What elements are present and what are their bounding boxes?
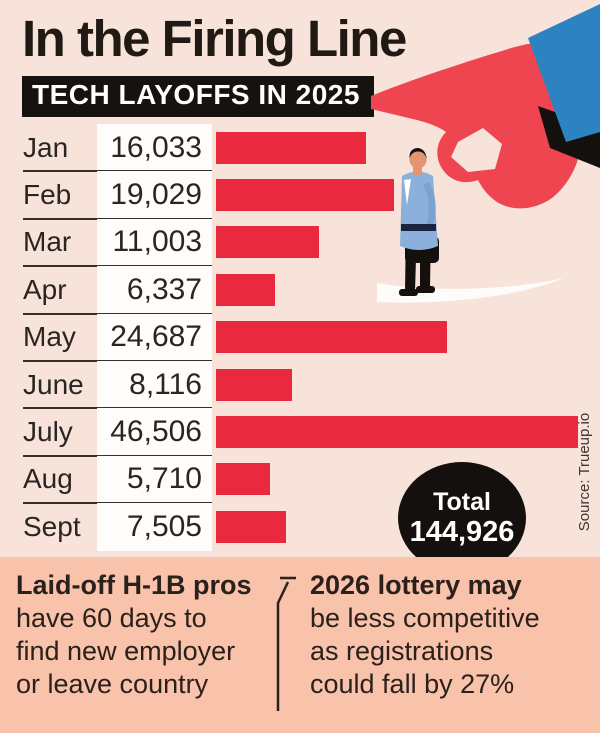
bar-cell (212, 361, 600, 408)
bar (216, 416, 578, 449)
chart-row: June 8,116 (0, 360, 600, 410)
footnote-left-text: have 60 days to find new employer or lea… (16, 603, 236, 699)
bar-cell (212, 171, 600, 218)
value-label: 7,505 (97, 503, 212, 551)
header: In the Firing Line TECH LAYOFFS IN 2025 (0, 0, 600, 117)
month-label: Mar (23, 226, 72, 258)
month-label: July (23, 416, 73, 448)
chart-row: Feb 19,029 (0, 171, 600, 221)
value-label: 19,029 (97, 171, 212, 219)
chart-row: July 46,506 (0, 408, 600, 458)
divider-zigzag-icon (276, 576, 296, 711)
month-label: Sept (23, 510, 81, 542)
chart-row: Mar 11,003 (0, 218, 600, 268)
bar (216, 131, 366, 164)
footnote-left: Laid-off H-1B pros have 60 days to find n… (16, 569, 268, 733)
value-label: 11,003 (97, 218, 212, 267)
value-label: 24,687 (97, 313, 212, 361)
footnote-right: 2026 lottery may be less competitive as r… (302, 569, 590, 733)
value-label: 8,116 (97, 360, 212, 409)
month-label: Aug (23, 463, 73, 495)
bar (216, 226, 319, 259)
bar (216, 273, 275, 306)
month-label: Jan (23, 131, 69, 163)
footnotes-section: Laid-off H-1B pros have 60 days to find n… (0, 557, 600, 733)
value-label: 46,506 (97, 408, 212, 456)
chart-row: May 24,687 (0, 313, 600, 363)
month-label: May (23, 321, 76, 353)
source-credit: Source: Trueup.io (576, 412, 593, 532)
footnote-left-lead: Laid-off H-1B pros (16, 570, 252, 600)
bar (216, 179, 394, 212)
chart-title-label: TECH LAYOFFS IN 2025 (32, 79, 360, 110)
month-label: Feb (23, 179, 72, 211)
value-label: 5,710 (97, 455, 212, 504)
footnote-right-lead: 2026 lottery may (310, 570, 522, 600)
chart-row: Aug 5,710 (0, 455, 600, 505)
chart-row: Apr 6,337 (0, 266, 600, 315)
bar-cell (212, 266, 600, 313)
value-label: 6,337 (97, 266, 212, 314)
total-badge: Total 144,926 (398, 462, 526, 574)
month-label: June (23, 368, 84, 400)
footnote-right-text: be less competitive as registrations cou… (310, 603, 540, 699)
bar (216, 368, 292, 401)
value-label: 16,033 (97, 124, 212, 172)
bar-cell (212, 456, 600, 503)
bar (216, 463, 270, 496)
chart-title-banner: TECH LAYOFFS IN 2025 (22, 76, 374, 117)
bar-cell (212, 503, 600, 550)
chart-row: Sept 7,505 (0, 503, 600, 551)
page-title: In the Firing Line (22, 10, 407, 67)
bar (216, 321, 447, 354)
total-label: Total (433, 488, 491, 516)
bar-cell (212, 124, 600, 171)
bar-cell (212, 314, 600, 361)
bar (216, 510, 286, 543)
chart-row: Jan 16,033 (0, 124, 600, 173)
total-value: 144,926 (409, 516, 515, 548)
chart-rows: Jan 16,033 Feb 19,029 Mar 11,003 Apr 6,337 May 24… (0, 124, 600, 551)
bar-cell (212, 408, 600, 455)
bar-cell (212, 219, 600, 266)
month-label: Apr (23, 273, 67, 305)
footnote-divider (268, 569, 302, 733)
